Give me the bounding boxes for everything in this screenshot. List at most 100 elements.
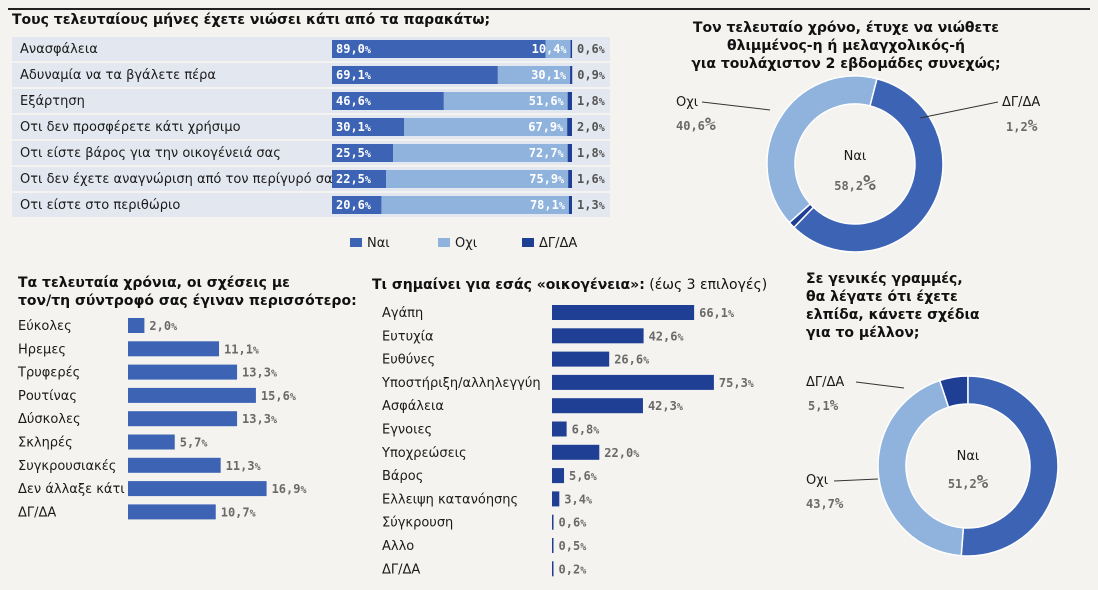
- sad-dgda-label: ΔΓ/ΔΑ: [1002, 95, 1040, 110]
- partner-title-line1: Τα τελευταία χρόνια, οι σχέσεις με: [18, 275, 290, 291]
- partner-category-label: Τρυφερές: [17, 366, 80, 381]
- partner-category-label: ΔΓ/ΔΑ: [18, 505, 56, 520]
- family-category-label: Υποστήριξη/αλληλεγγύη: [381, 376, 541, 391]
- hope-ochi-leader: [833, 478, 879, 482]
- feelings-bar-ochi: [497, 66, 571, 84]
- feelings-category-label: Οτι δεν έχετε αναγνώριση από τον περίγυρ…: [20, 172, 340, 187]
- hope-ochi-label: Οχι: [806, 473, 828, 488]
- partner-bar: [128, 481, 267, 497]
- feelings-bar-ochi: [443, 92, 568, 110]
- family-value-label: 66,1%: [699, 306, 734, 320]
- feelings-bar-dgda: [567, 92, 572, 110]
- feelings-category-label: Οτι είστε στο περιθώριο: [20, 198, 180, 213]
- family-value-label: 42,6%: [649, 329, 684, 343]
- feelings-category-label: Οτι είστε βάρος για την οικογένειά σας: [20, 146, 281, 161]
- partner-bar: [128, 341, 220, 357]
- feelings-bar-ochi: [545, 40, 571, 58]
- hope-title-line2: θα λέγατε ότι έχετε: [806, 289, 958, 305]
- partner-value-label: 10,7%: [221, 505, 256, 519]
- family-category-label: Εγνοιες: [382, 423, 432, 438]
- sad-title-line2: θλιμμένος-η ή μελαγχολικός-ή: [727, 38, 965, 54]
- partner-title: Τα τελευταία χρόνια, οι σχέσεις με τον/τ…: [18, 274, 357, 310]
- feelings-label-nai: 46,6%: [336, 94, 371, 108]
- partner-category-label: Συγκρουσιακές: [18, 459, 116, 474]
- family-value-label: 6,8%: [572, 423, 600, 437]
- family-value-label: 26,6%: [614, 353, 649, 367]
- family-bar: [552, 305, 695, 320]
- legend-swatch-1: [438, 238, 450, 247]
- partner-category-label: Ηρεμες: [18, 342, 66, 357]
- sad-ochi-label: Οχι: [676, 95, 698, 110]
- feelings-bar-dgda: [567, 144, 572, 162]
- feelings-label-nai: 30,1%: [336, 120, 371, 134]
- family-title-bold: Τι σημαίνει για εσάς «οικογένεια»:: [372, 277, 645, 293]
- partner-bar: [128, 434, 175, 450]
- feelings-label-ochi: 78,1%: [530, 198, 565, 212]
- feelings-label-ochi: 67,9%: [528, 120, 563, 134]
- feelings-bar-nai: [332, 66, 498, 84]
- partner-category-label: Δύσκολες: [18, 412, 81, 427]
- family-bar: [552, 561, 554, 577]
- partner-value-label: 13,3%: [242, 412, 277, 426]
- partner-bar: [128, 387, 256, 403]
- hope-nai-value: 51,2%: [948, 471, 989, 493]
- partner-bar: [128, 364, 238, 380]
- sad-slice-2: [766, 75, 878, 224]
- family-value-label: 42,3%: [648, 399, 683, 413]
- feelings-label-dgda: 2,0%: [577, 120, 605, 134]
- partner-category-label: Ρουτίνας: [18, 389, 77, 404]
- legend-label: Ναι: [367, 236, 390, 251]
- hope-slice-0: [960, 375, 1059, 557]
- family-bar: [552, 514, 554, 530]
- feelings-bar-ochi: [404, 118, 568, 136]
- feelings-bar-dgda: [568, 170, 572, 188]
- feelings-label-ochi: 10,4%: [532, 42, 567, 56]
- feelings-category-label: Αδυναμία να τα βγάλετε πέρα: [20, 68, 216, 83]
- family-value-label: 5,6%: [569, 469, 597, 483]
- feelings-bar-ochi: [386, 170, 569, 188]
- feelings-label-dgda: 1,8%: [577, 146, 605, 160]
- sad-nai-label: Ναι: [844, 149, 867, 164]
- family-value-label: 3,4%: [564, 492, 592, 506]
- feelings-bar-dgda: [568, 196, 572, 214]
- feelings-bar-ochi: [381, 196, 569, 214]
- sad-ochi-leader: [701, 101, 771, 111]
- family-bar: [552, 468, 565, 484]
- family-category-label: Βάρος: [382, 469, 423, 484]
- family-category-label: ΔΓ/ΔΑ: [382, 562, 420, 577]
- partner-bar: [128, 504, 216, 520]
- sad-title-line3: για τουλάχιστον 2 εβδομάδες συνεχώς;: [691, 56, 1001, 72]
- hope-nai-label: Ναι: [957, 449, 980, 464]
- partner-title-line2: τον/τη σύντροφό σας έγιναν περισσότερο:: [18, 293, 357, 309]
- hope-title: Σε γενικές γραμμές, θα λέγατε ότι έχετε …: [806, 270, 980, 342]
- feelings-label-dgda: 0,9%: [577, 68, 605, 82]
- family-bar: [552, 374, 714, 390]
- family-bar: [552, 398, 643, 414]
- feelings-label-nai: 22,5%: [336, 172, 371, 186]
- feelings-bar-nai: [332, 144, 394, 162]
- partner-value-label: 5,7%: [180, 436, 208, 450]
- family-bar: [552, 444, 600, 460]
- sad-dgda-leader: [919, 101, 999, 119]
- feelings-label-dgda: 1,6%: [577, 172, 605, 186]
- family-bar: [552, 538, 554, 553]
- feelings-bar-nai: [332, 170, 386, 188]
- hope-dgda-label: ΔΓ/ΔΑ: [806, 375, 844, 390]
- partner-value-label: 2,0%: [149, 319, 177, 333]
- family-bar: [552, 421, 567, 437]
- family-title-note: (έως 3 επιλογές): [644, 277, 768, 293]
- partner-value-label: 13,3%: [242, 366, 277, 380]
- partner-value-label: 15,6%: [261, 389, 296, 403]
- hope-dgda-value: 5,1%: [808, 398, 839, 414]
- partner-value-label: 11,3%: [226, 459, 261, 473]
- feelings-bar-dgda: [570, 40, 573, 58]
- feelings-bar-dgda: [567, 118, 572, 136]
- hope-dgda-leader: [855, 381, 905, 389]
- family-category-label: Ευτυχία: [382, 329, 434, 344]
- feelings-label-dgda: 1,3%: [577, 198, 605, 212]
- top-rule: [8, 8, 1090, 10]
- family-value-label: 75,3%: [719, 376, 754, 390]
- legend-swatch-0: [350, 238, 362, 247]
- feelings-label-dgda: 0,6%: [577, 42, 605, 56]
- feelings-bar-nai: [332, 196, 382, 214]
